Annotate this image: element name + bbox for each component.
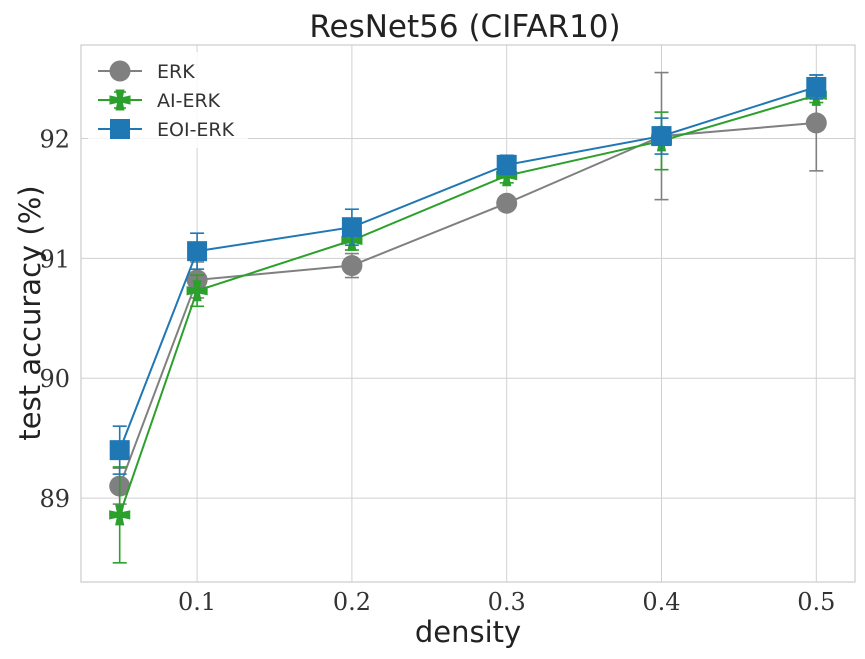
x-tick-label: 0.3 — [488, 588, 526, 616]
x-tick-label: 0.4 — [642, 588, 680, 616]
data-point — [805, 112, 827, 134]
series-line — [118, 85, 817, 451]
data-point — [186, 280, 208, 302]
legend-entry-eoi-erk: EOI-ERK — [98, 119, 235, 141]
data-point — [187, 241, 208, 262]
y-tick-label: 90 — [39, 365, 70, 393]
grid — [81, 45, 855, 582]
data-point — [806, 76, 827, 97]
data-point — [496, 165, 518, 187]
legend-entry-erk: ERK — [98, 60, 195, 83]
y-tick-label: 91 — [39, 245, 70, 273]
legend: ERK AI-ERK EOI-ERK — [88, 52, 248, 148]
data-point — [496, 154, 517, 175]
data-point — [496, 192, 518, 214]
legend-marker — [109, 89, 131, 111]
tick-labels: 0.1 0.2 0.3 0.4 0.5 89 90 91 92 — [39, 125, 835, 616]
legend-entry-ai-erk: AI-ERK — [98, 89, 221, 112]
legend-marker — [109, 60, 131, 82]
y-tick-label: 89 — [39, 485, 70, 513]
series-layer — [109, 71, 827, 564]
y-tick-label: 92 — [39, 125, 70, 153]
y-axis-label: test accuracy (%) — [13, 185, 47, 440]
data-point — [341, 255, 363, 277]
series-line — [118, 94, 817, 516]
series-ai-erk — [109, 84, 827, 564]
legend-label: ERK — [157, 61, 195, 83]
data-point — [109, 504, 131, 526]
data-point — [109, 440, 130, 461]
x-axis-label: density — [415, 615, 521, 649]
legend-label: AI-ERK — [157, 90, 221, 112]
legend-label: EOI-ERK — [157, 119, 235, 141]
x-tick-label: 0.5 — [797, 588, 835, 616]
series-line — [118, 121, 817, 487]
legend-marker — [110, 119, 130, 139]
x-tick-label: 0.2 — [333, 588, 371, 616]
chart-title: ResNet56 (CIFAR10) — [309, 9, 620, 45]
plot-frame — [80, 44, 856, 583]
series-eoi-erk — [109, 74, 827, 475]
data-point — [341, 217, 362, 238]
x-tick-label: 0.1 — [178, 588, 216, 616]
data-point — [651, 126, 672, 147]
